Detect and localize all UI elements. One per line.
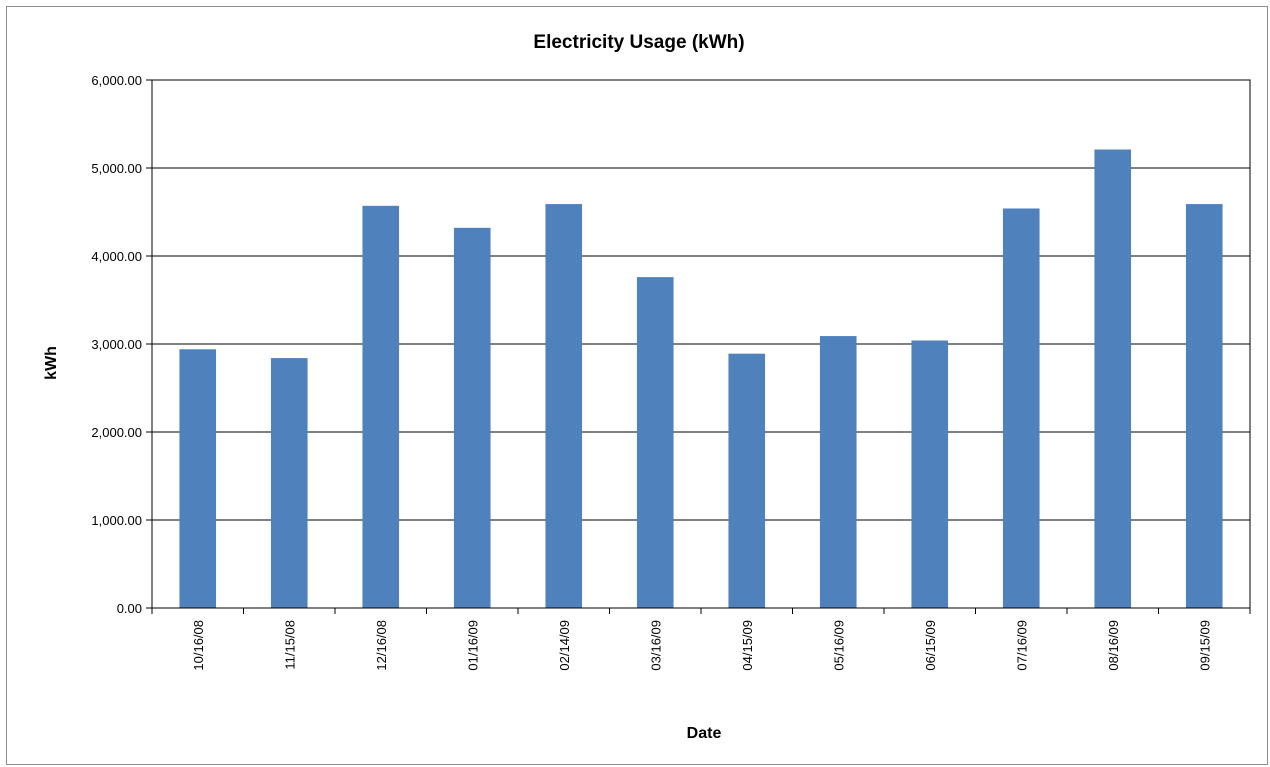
bar [270, 358, 308, 608]
bar [545, 204, 583, 608]
y-tick-label: 2,000.00 [91, 425, 142, 440]
x-tick-label: 07/16/09 [1014, 620, 1029, 671]
bar [453, 227, 491, 608]
bars [179, 149, 1223, 609]
x-tick-label: 05/16/09 [831, 620, 846, 671]
gridlines [146, 79, 1251, 614]
bar [179, 349, 217, 608]
chart-title: Electricity Usage (kWh) [533, 32, 744, 53]
bar-chart: Electricity Usage (kWh) 0.00 1,000.00 2,00… [43, 32, 1251, 742]
x-tick-label: 08/16/09 [1106, 620, 1121, 671]
bar [362, 205, 400, 608]
y-tick-label: 3,000.00 [91, 337, 142, 352]
bar [911, 340, 949, 608]
bar [728, 353, 766, 608]
y-axis-title: kWh [43, 346, 60, 380]
x-tick-labels: 10/16/08 11/15/08 12/16/08 01/16/09 02/14/09… [191, 620, 1213, 671]
y-tick-label: 1,000.00 [91, 513, 142, 528]
y-tick-label: 6,000.00 [91, 73, 142, 88]
x-tick-label: 12/16/08 [374, 620, 389, 671]
plot-area [151, 79, 1251, 609]
bar [636, 277, 674, 608]
chart-frame: Electricity Usage (kWh) 0.00 1,000.00 2,00… [6, 6, 1268, 765]
bar [1094, 149, 1132, 608]
bar [1185, 204, 1223, 608]
x-tick-label: 11/15/08 [282, 620, 297, 670]
x-tick-label: 04/15/09 [740, 620, 755, 671]
x-tick-label: 03/16/09 [648, 620, 663, 671]
x-tick-label: 01/16/09 [465, 620, 480, 671]
x-tick-label: 10/16/08 [191, 620, 206, 671]
x-tick-label: 09/15/09 [1197, 620, 1212, 671]
bar [1002, 208, 1040, 609]
y-tick-label: 0.00 [117, 601, 142, 616]
x-tick-label: 02/14/09 [557, 620, 572, 671]
y-tick-label: 5,000.00 [91, 161, 142, 176]
y-tick-label: 4,000.00 [91, 249, 142, 264]
x-tick-label: 06/15/09 [923, 620, 938, 671]
x-axis-title: Date [687, 725, 722, 742]
bar [819, 336, 857, 608]
y-tick-labels: 0.00 1,000.00 2,000.00 3,000.00 4,000.00 5,00… [91, 73, 142, 616]
